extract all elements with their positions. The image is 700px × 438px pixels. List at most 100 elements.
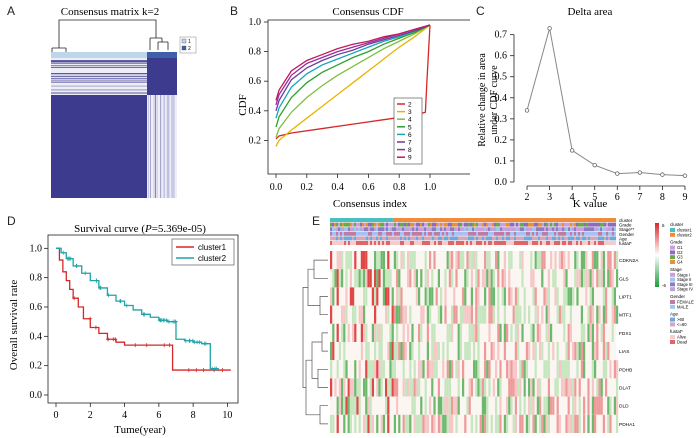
heatmap-cell <box>451 251 454 270</box>
track-cell <box>518 241 520 245</box>
row-label: FDX1 <box>619 331 632 337</box>
heatmap-cell <box>596 323 599 342</box>
track-cell <box>364 227 366 232</box>
heatmap-cell <box>486 269 489 288</box>
censor-mark <box>93 325 98 330</box>
heatmap-cell <box>341 269 344 288</box>
heatmap-cell <box>330 251 333 270</box>
track-cell <box>558 227 560 232</box>
track-cell <box>364 236 366 241</box>
track-cell <box>378 231 380 236</box>
heatmap-cell <box>352 378 355 397</box>
track-cell <box>516 227 518 232</box>
heatmap-cell <box>521 251 524 270</box>
track-cell <box>460 236 462 241</box>
heatmap-cell <box>497 378 500 397</box>
survival-frame <box>47 234 239 404</box>
legend-item-label: >60 <box>677 317 685 322</box>
track-cell <box>446 222 448 227</box>
track-cell <box>456 241 458 245</box>
track-cell <box>372 227 374 232</box>
censor-mark <box>172 319 177 324</box>
track-cell <box>576 231 578 236</box>
heatmap-cell <box>336 269 339 288</box>
heatmap-cell <box>567 342 570 361</box>
track-cell <box>524 241 526 245</box>
track-cell <box>394 227 396 232</box>
heatmap-cell <box>398 342 401 361</box>
heatmap-cell <box>565 360 568 379</box>
track-cell <box>574 236 576 241</box>
heatmap-cell <box>332 323 335 342</box>
track-cell <box>338 236 340 241</box>
heatmap-cell <box>572 378 575 397</box>
heatmap-cell <box>380 323 383 342</box>
heatmap-cell <box>547 323 550 342</box>
heatmap-cell <box>541 251 544 270</box>
heatmap-cell <box>420 414 423 433</box>
heatmap-cell <box>552 396 555 415</box>
heatmap-cell <box>512 360 515 379</box>
track-cell <box>410 227 412 232</box>
heatmap-cell <box>539 251 542 270</box>
track-cell <box>376 222 378 227</box>
heatmap-cell <box>574 414 577 433</box>
track-cell <box>376 236 378 241</box>
heatmap-cell <box>550 251 553 270</box>
heatmap-cell <box>497 305 500 324</box>
track-cell <box>510 231 512 236</box>
track-cell <box>574 231 576 236</box>
censor-mark <box>159 318 164 323</box>
cdf-xtick-label: 0.0 <box>270 182 283 193</box>
heatmap-cell <box>470 378 473 397</box>
track-cell <box>528 236 530 241</box>
heatmap-cell <box>420 305 423 324</box>
track-cell <box>428 241 430 245</box>
heatmap-cell <box>572 414 575 433</box>
track-cell <box>418 222 420 227</box>
track-cell <box>338 241 340 245</box>
legend-label-2: 2 <box>188 46 191 52</box>
heatmap-cell <box>345 251 348 270</box>
track-cell <box>482 231 484 236</box>
track-cell <box>554 241 556 245</box>
heatmap-cell <box>354 396 357 415</box>
track-label: Grade <box>619 223 632 228</box>
track-cell <box>432 222 434 227</box>
heatmap-cell <box>466 342 469 361</box>
heatmap-cell <box>598 305 601 324</box>
heatmap-cell <box>404 414 407 433</box>
heatmap-cell <box>332 342 335 361</box>
heatmap-cell <box>374 323 377 342</box>
heatmap-cell <box>356 396 359 415</box>
survival-ytick-label: 0.2 <box>30 361 43 372</box>
heatmap-cell <box>446 323 449 342</box>
track-cell <box>464 227 466 232</box>
track-cell <box>606 231 608 236</box>
heatmap-cell <box>616 378 619 397</box>
heatmap-cell <box>569 378 572 397</box>
track-cell <box>586 231 588 236</box>
track-cell <box>448 222 450 227</box>
track-cell <box>382 222 384 227</box>
track-cell <box>392 222 394 227</box>
track-cell <box>344 222 346 227</box>
legend-item-label: Stage I <box>677 272 690 277</box>
track-cell <box>348 222 350 227</box>
heatmap-cell <box>576 414 579 433</box>
track-cell <box>584 236 586 241</box>
track-cell <box>518 231 520 236</box>
heatmap-cell <box>451 305 454 324</box>
heatmap-cell <box>591 269 594 288</box>
track-cell <box>468 231 470 236</box>
track-cell <box>346 231 348 236</box>
track-cell <box>536 236 538 241</box>
track-cell <box>592 231 594 236</box>
heatmap-cell <box>607 251 610 270</box>
heatmap-cell <box>431 342 434 361</box>
track-cell <box>462 236 464 241</box>
censor-mark <box>164 318 169 323</box>
heatmap-cell <box>468 342 471 361</box>
cdf-legend-label: 5 <box>408 124 412 131</box>
